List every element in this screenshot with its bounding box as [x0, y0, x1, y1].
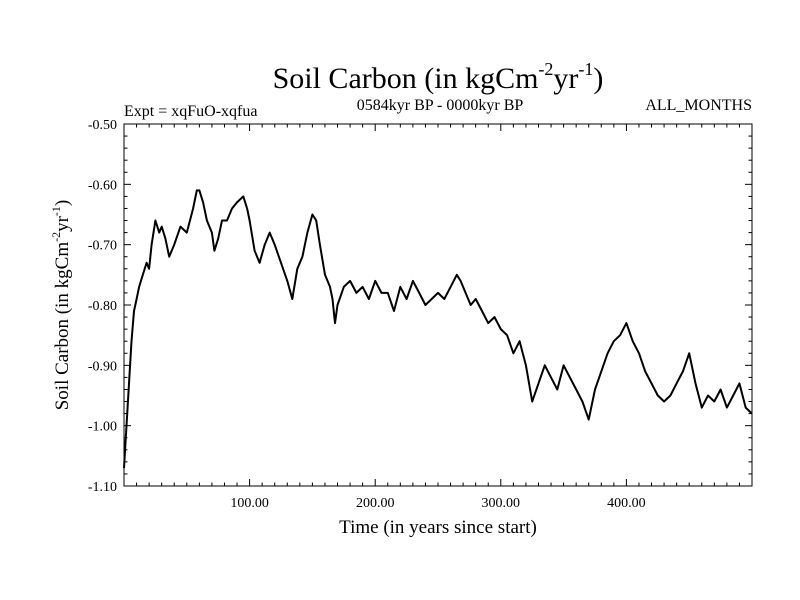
x-tick-label: 100.00 [230, 496, 269, 511]
x-tick-label: 300.00 [482, 496, 521, 511]
y-tick-label: -0.70 [88, 239, 117, 254]
y-axis-label: Soil Carbon (in kgCm-2yr-1) [49, 200, 73, 411]
x-tick-label: 200.00 [356, 496, 395, 511]
x-axis-label: Time (in years since start) [339, 517, 537, 538]
y-axis-ticks: -0.50 -0.60 -0.70 -0.80 -0.90 -1.00 -1.10 [88, 118, 752, 495]
subtitle-right: ALL_MONTHS [645, 97, 752, 114]
y-tick-label: -1.10 [88, 480, 117, 495]
x-axis-ticks: 100.00 200.00 300.00 400.00 [136, 124, 740, 511]
y-tick-label: -0.60 [88, 178, 117, 193]
chart-title: Soil Carbon (in kgCm-2yr-1) [273, 59, 604, 95]
y-tick-label: -0.80 [88, 299, 117, 314]
y-tick-label: -0.90 [88, 359, 117, 374]
plot-frame [123, 123, 753, 487]
y-tick-label: -1.00 [88, 420, 117, 435]
series-line-soil-carbon [123, 189, 753, 468]
subtitle-left: Expt = xqFuO-xqfua [124, 103, 257, 120]
y-tick-label: -0.50 [88, 118, 117, 133]
x-tick-label: 400.00 [607, 496, 646, 511]
subtitle-center: 0584kyr BP - 0000kyr BP [357, 97, 524, 114]
